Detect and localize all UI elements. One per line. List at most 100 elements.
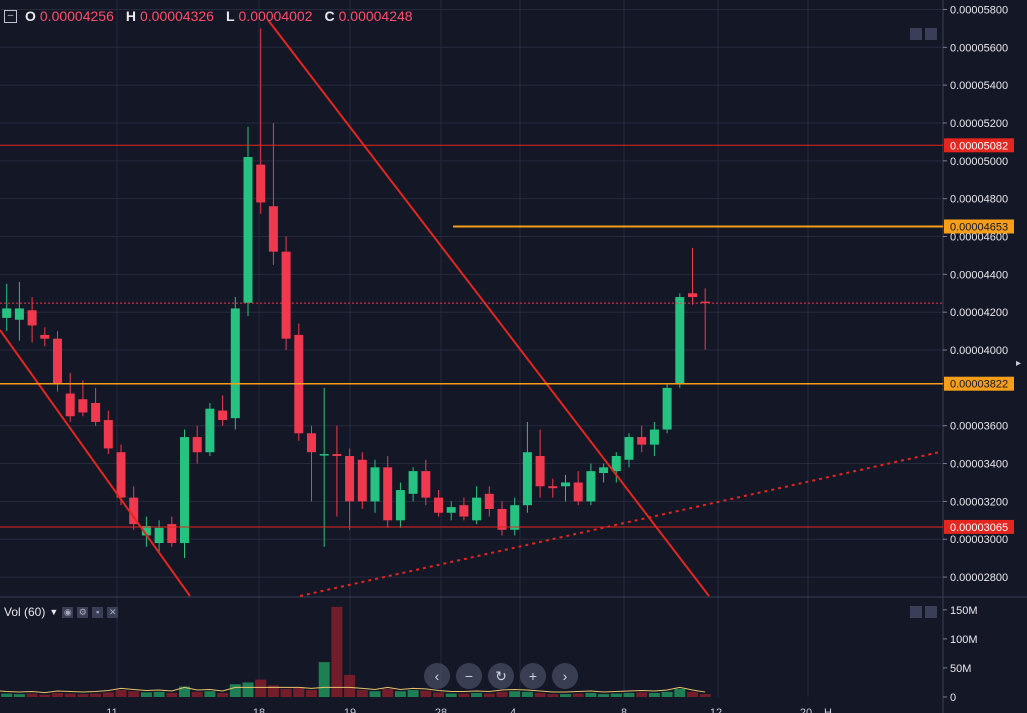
price-label-box: [944, 138, 1014, 153]
price-tick-label: 0.00005800: [950, 4, 1008, 16]
volume-bar: [229, 684, 241, 697]
x-tick-label: H: [824, 707, 832, 713]
high-value: 0.00004326: [139, 8, 214, 24]
volume-tick-label: 100M: [950, 634, 978, 646]
volume-bar: [407, 690, 419, 697]
candle-body: [700, 301, 710, 304]
close-value: 0.00004248: [338, 8, 413, 24]
volume-tick-label: 50M: [950, 663, 971, 675]
volume-bar: [445, 693, 457, 697]
volume-bar: [687, 691, 698, 697]
candle-body: [459, 505, 469, 517]
volume-bar: [140, 692, 152, 697]
volume-bar: [560, 694, 571, 697]
volume-bar: [572, 693, 584, 697]
volume-bar: [610, 693, 622, 697]
candle-body: [154, 527, 164, 544]
candle-body: [688, 293, 697, 298]
settings-icon[interactable]: ⚙: [77, 606, 89, 618]
eye-icon[interactable]: ◉: [62, 606, 74, 618]
volume-bar: [115, 690, 127, 697]
open-value: 0.00004256: [39, 8, 114, 24]
candle-body: [611, 455, 621, 472]
candle-body: [522, 452, 532, 506]
volume-bar: [255, 679, 267, 697]
volume-bar: [394, 691, 406, 697]
candle-body: [319, 454, 329, 456]
volume-bar: [191, 691, 203, 697]
reset-icon[interactable]: ↻: [488, 663, 514, 689]
pane-controls: [910, 28, 937, 40]
candle-body: [548, 486, 558, 489]
volume-ma-line: [0, 686, 706, 694]
volume-bar: [585, 692, 597, 697]
volume-bar: [128, 691, 140, 697]
volume-bar: [217, 692, 229, 697]
volume-bar: [636, 692, 648, 697]
candle-body: [78, 399, 88, 413]
candle-body: [53, 338, 62, 385]
candle-body: [268, 206, 278, 252]
candle-body: [205, 408, 215, 453]
chart-navigation: ‹ − ↻ + ›: [424, 663, 578, 689]
candle-body: [141, 525, 151, 536]
volume-bar: [77, 694, 89, 697]
price-tick-label: 0.00003400: [950, 459, 1008, 471]
price-tick-label: 0.00004800: [950, 194, 1008, 206]
candle-body: [129, 497, 139, 525]
price-tick-label: 0.00005600: [950, 42, 1008, 54]
volume-pane-more-icon[interactable]: [925, 606, 937, 618]
volume-bar: [267, 685, 279, 697]
candle-body: [243, 157, 253, 303]
volume-bar: [521, 691, 533, 697]
plus-icon[interactable]: +: [520, 663, 546, 689]
candle-body: [510, 505, 520, 530]
candle-body: [497, 508, 507, 530]
volume-tick-label: 150M: [950, 605, 978, 617]
price-tick-label: 0.00004600: [950, 232, 1008, 244]
price-tick-label: 0.00003000: [950, 534, 1008, 546]
candle-body: [256, 164, 266, 203]
price-tick-label: 0.00005000: [950, 156, 1008, 168]
volume-bar: [293, 687, 305, 697]
candle-body: [167, 524, 177, 544]
ascending-support-dotted: [299, 451, 941, 597]
volume-bar: [331, 606, 343, 697]
volume-pane-up-icon[interactable]: [910, 606, 922, 618]
open-label: O: [25, 8, 36, 24]
candle-body: [395, 490, 405, 521]
volume-bar: [433, 692, 444, 697]
candle-body: [357, 459, 367, 502]
collapse-icon[interactable]: –: [4, 9, 17, 23]
candle-body: [434, 497, 443, 513]
x-tick-label: 12: [710, 707, 722, 713]
pane-more-icon[interactable]: [925, 28, 937, 40]
candle-body: [421, 471, 431, 498]
more-icon[interactable]: ▪: [92, 606, 104, 618]
x-tick-label: 20: [800, 707, 812, 713]
minus-icon[interactable]: −: [456, 663, 482, 689]
x-tick-label: 8: [621, 707, 627, 713]
candle-body: [332, 454, 342, 456]
price-tick-label: 0.00004200: [950, 307, 1008, 319]
chevron-down-icon[interactable]: ▼: [49, 607, 59, 617]
price-label-text: 0.00005082: [950, 140, 1008, 152]
chevron-left-icon[interactable]: ‹: [424, 663, 450, 689]
volume-bar: [369, 691, 381, 697]
x-tick-label: 19: [344, 707, 356, 713]
volume-bar: [483, 693, 495, 697]
price-tick-label: 0.00004400: [950, 269, 1008, 281]
pane-down-icon[interactable]: [910, 28, 922, 40]
candle-body: [180, 437, 189, 544]
volume-bar: [598, 694, 610, 697]
volume-bar: [90, 693, 102, 697]
close-icon[interactable]: ✕: [107, 606, 119, 618]
price-label-box: [944, 219, 1014, 234]
candle-body: [27, 310, 37, 326]
volume-bar: [64, 693, 76, 697]
candle-body: [65, 393, 75, 417]
price-label-text: 0.00003065: [950, 522, 1008, 534]
chevron-right-icon[interactable]: ›: [552, 663, 578, 689]
